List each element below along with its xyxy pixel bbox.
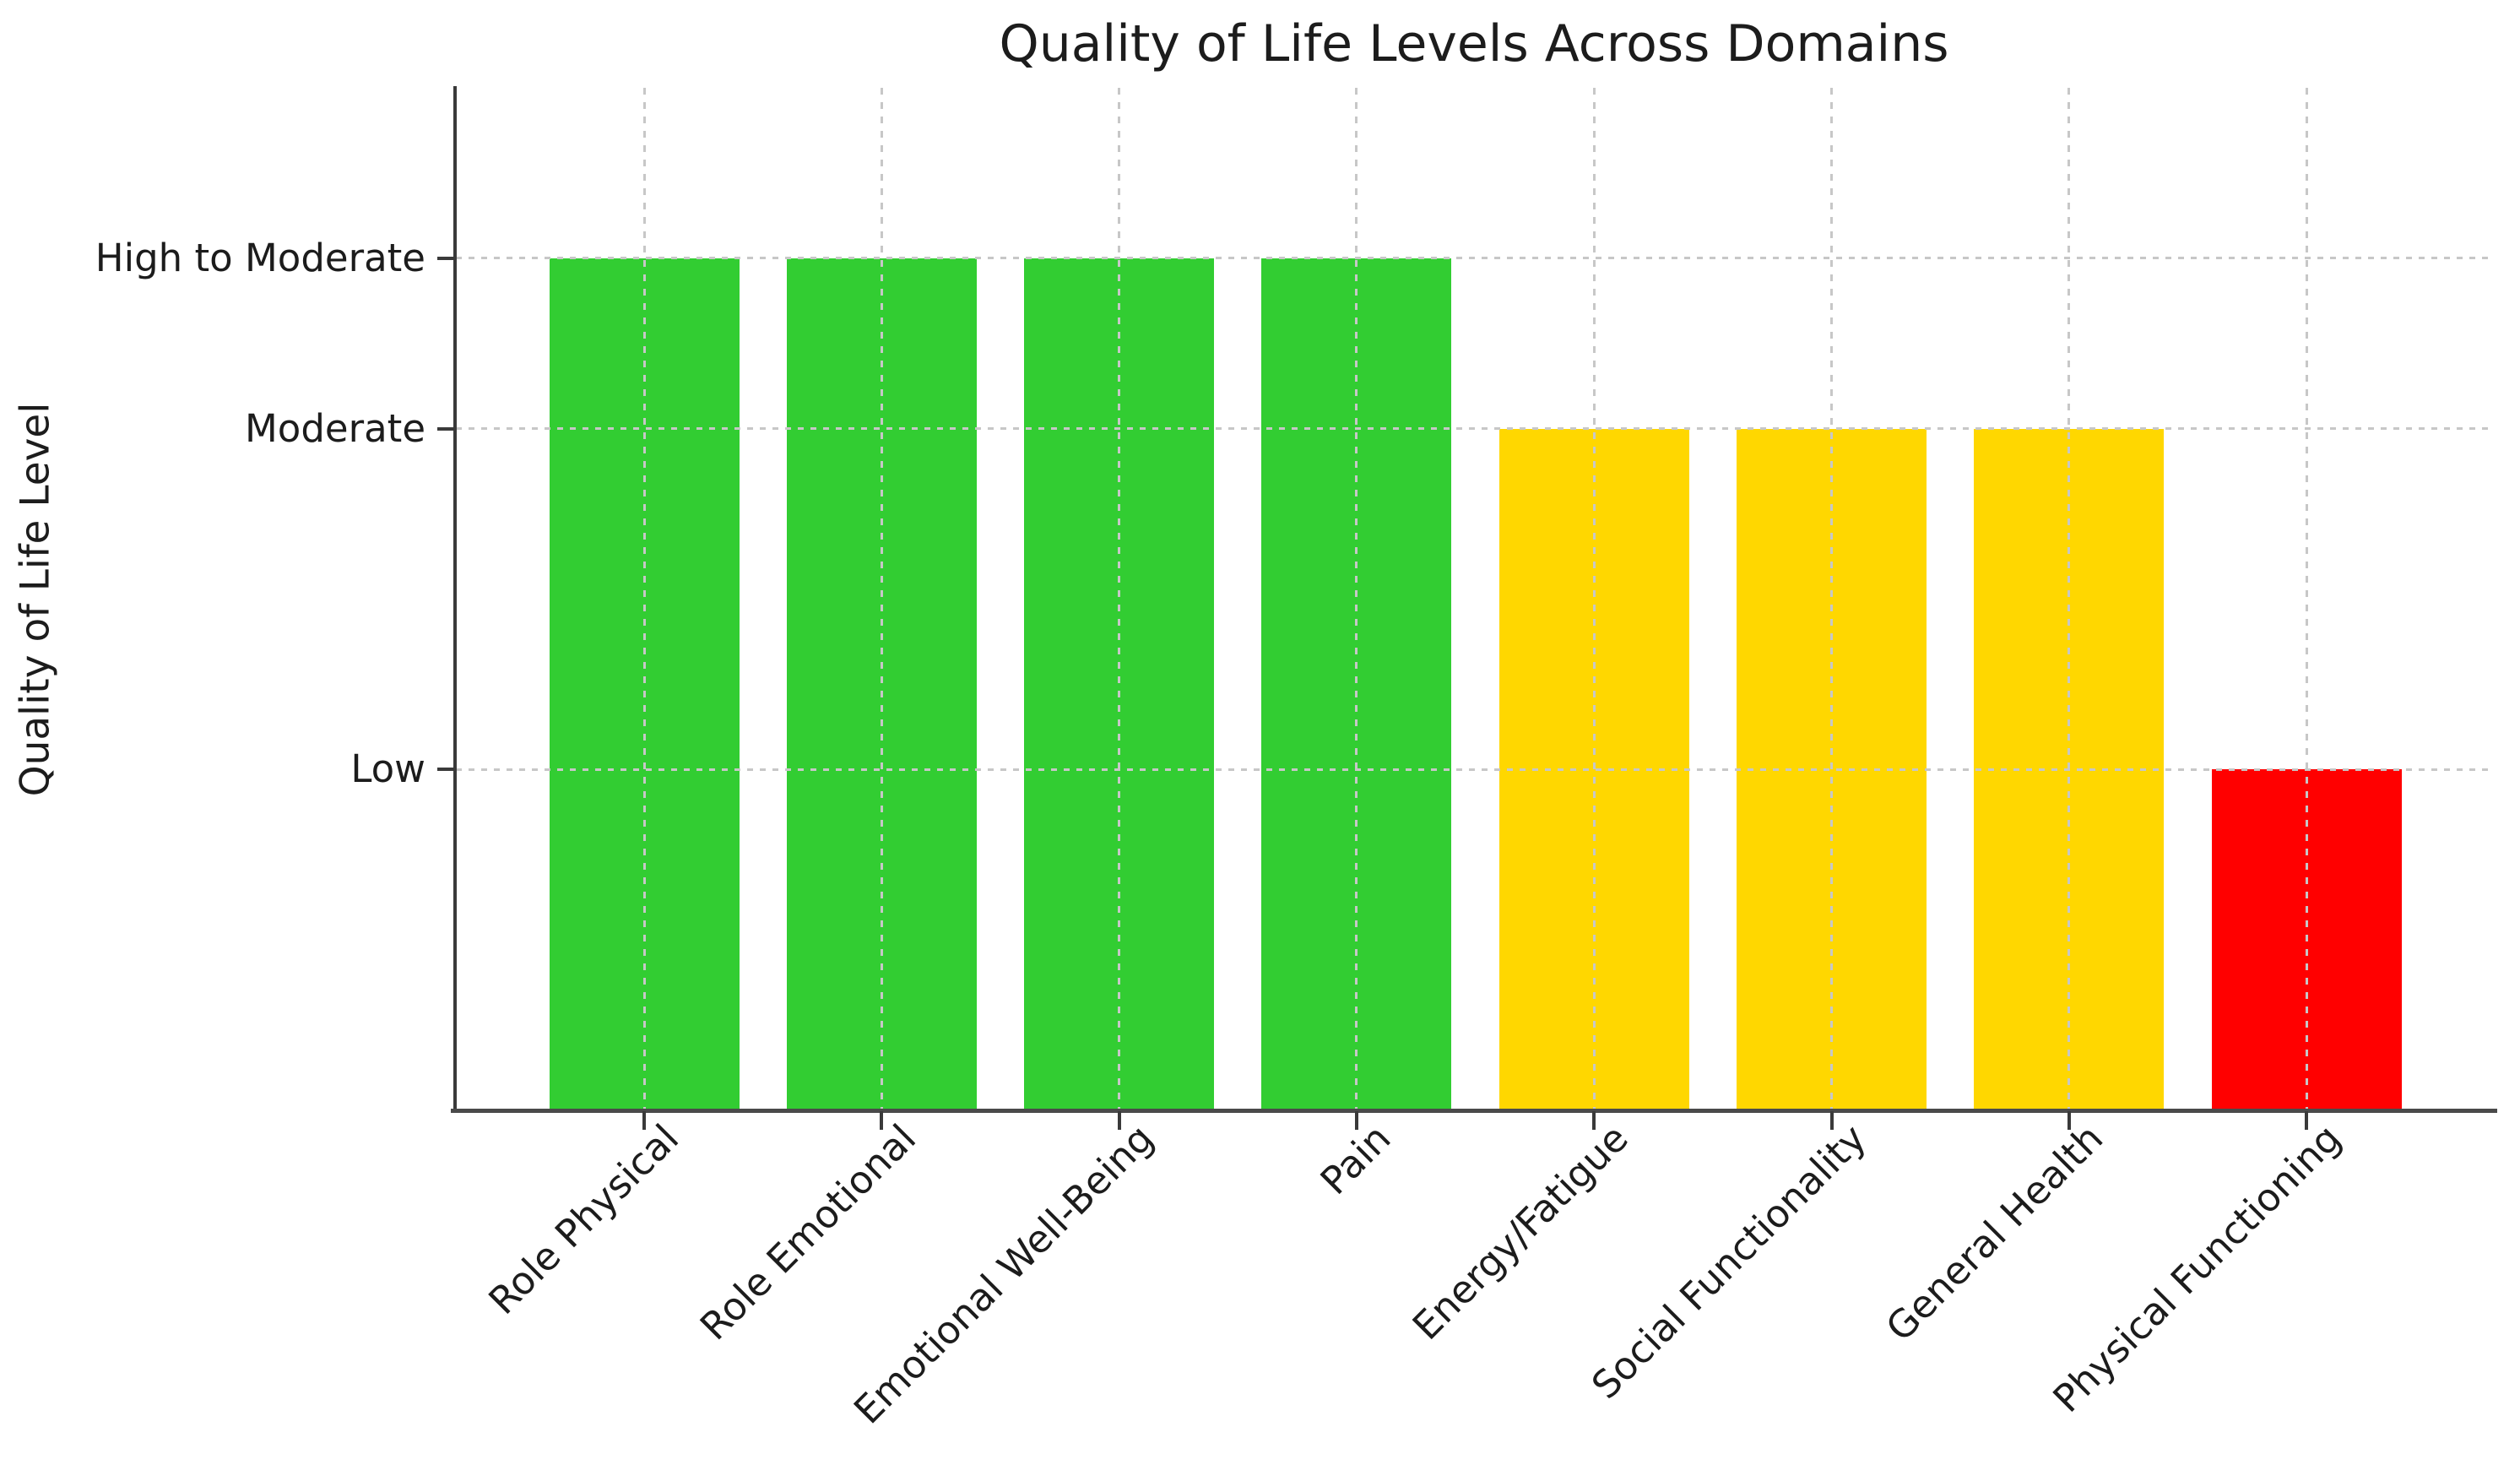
x-tick-role-emotional xyxy=(880,1111,884,1130)
y-axis-label: Quality of Life Level xyxy=(12,402,59,797)
x-tick-social-functionality xyxy=(1829,1111,1834,1130)
x-axis-line xyxy=(451,1109,2497,1113)
plot-area xyxy=(456,88,2492,1110)
gridline-vertical-physical-functioning xyxy=(2305,88,2308,1110)
chart-title: Quality of Life Levels Across Domains xyxy=(999,14,1949,73)
x-tick-physical-functioning xyxy=(2305,1111,2309,1130)
gridline-vertical-energy-fatigue xyxy=(1592,88,1596,1110)
gridline-vertical-role-emotional xyxy=(880,88,883,1110)
gridline-vertical-role-physical xyxy=(642,88,646,1110)
x-tick-role-physical xyxy=(642,1111,646,1130)
y-axis-line xyxy=(453,86,457,1112)
gridline-vertical-social-functionality xyxy=(1830,88,1833,1110)
y-tick-low xyxy=(437,768,456,772)
gridline-vertical-pain xyxy=(1355,88,1358,1110)
x-tick-energy-fatigue xyxy=(1592,1111,1596,1130)
gridline-vertical-general-health xyxy=(2067,88,2071,1110)
gridline-horizontal-low xyxy=(456,768,2492,771)
x-tick-label-general-health: General Health xyxy=(1878,1115,2112,1350)
gridline-horizontal-high-to-moderate xyxy=(456,257,2492,260)
x-tick-label-energy-fatigue: Energy/Fatigue xyxy=(1404,1115,1637,1349)
x-tick-label-social-functionality: Social Functionality xyxy=(1582,1115,1875,1408)
y-tick-label-low: Low xyxy=(350,746,425,792)
x-tick-label-role-physical: Role Physical xyxy=(480,1115,687,1323)
x-tick-emotional-well-being xyxy=(1117,1111,1121,1130)
x-tick-label-pain: Pain xyxy=(1311,1115,1400,1204)
x-tick-label-role-emotional: Role Emotional xyxy=(691,1115,925,1349)
y-tick-label-high-to-moderate: High to Moderate xyxy=(95,235,425,280)
y-tick-label-moderate: Moderate xyxy=(244,405,425,451)
gridline-vertical-emotional-well-being xyxy=(1118,88,1121,1110)
x-tick-pain xyxy=(1354,1111,1358,1130)
y-tick-high-to-moderate xyxy=(437,256,456,260)
gridline-horizontal-moderate xyxy=(456,427,2492,431)
x-tick-general-health xyxy=(2067,1111,2071,1130)
y-tick-moderate xyxy=(437,426,456,431)
